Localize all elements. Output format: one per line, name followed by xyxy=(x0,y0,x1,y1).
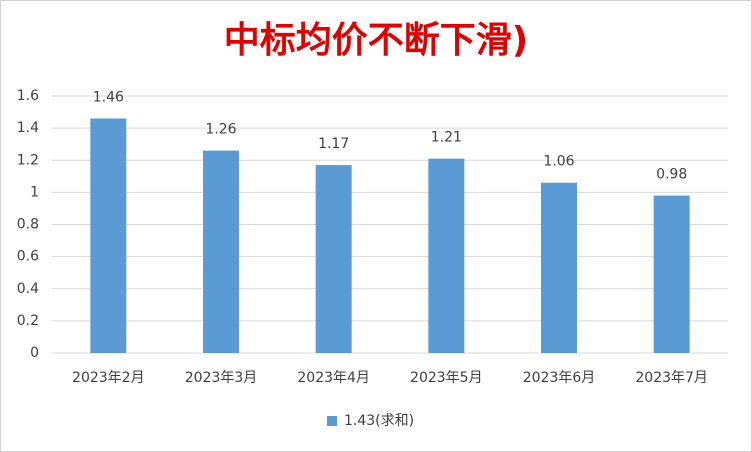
x-tick-label: 2023年6月 xyxy=(523,370,596,386)
bar xyxy=(90,118,127,353)
data-label: 0.98 xyxy=(656,167,687,183)
x-tick-label: 2023年4月 xyxy=(297,370,370,386)
data-label: 1.21 xyxy=(431,130,462,146)
y-tick-label: 0.4 xyxy=(17,281,39,297)
x-tick-label: 2023年7月 xyxy=(635,370,708,386)
bar xyxy=(653,195,690,353)
bar xyxy=(541,182,577,353)
x-tick-label: 2023年3月 xyxy=(185,370,258,386)
data-label: 1.06 xyxy=(543,154,574,170)
bar xyxy=(315,165,352,353)
y-tick-label: 0.2 xyxy=(17,313,39,329)
data-label: 1.46 xyxy=(93,89,124,105)
bar xyxy=(428,158,465,353)
y-tick-label: 1.2 xyxy=(17,152,39,168)
y-tick-label: 1 xyxy=(30,184,39,200)
bar xyxy=(203,150,239,353)
chart-title: 中标均价不断下滑) xyxy=(224,20,528,61)
y-tick-label: 0 xyxy=(30,345,39,361)
y-tick-label: 0.6 xyxy=(17,249,39,265)
x-tick-label: 2023年5月 xyxy=(410,370,483,386)
data-label: 1.26 xyxy=(205,122,236,138)
y-tick-label: 0.8 xyxy=(17,217,39,233)
x-tick-label: 2023年2月 xyxy=(72,370,145,386)
legend-label: 1.43(求和) xyxy=(344,413,414,429)
y-tick-label: 1.6 xyxy=(17,88,39,104)
y-tick-label: 1.4 xyxy=(17,120,39,136)
legend-swatch xyxy=(327,416,337,426)
data-label: 1.17 xyxy=(318,136,349,152)
